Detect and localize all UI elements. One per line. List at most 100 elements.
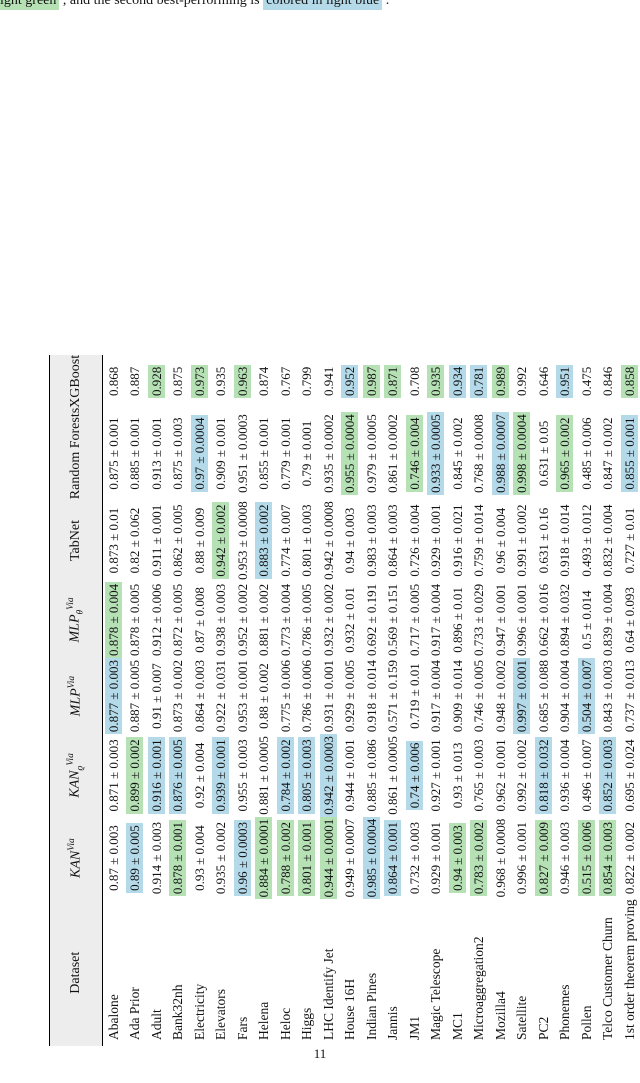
result-value: 0.719 ± 0.01 bbox=[406, 663, 422, 729]
best-result-highlight: 0.899 ± 0.002 bbox=[126, 737, 144, 814]
result-value: 0.571 ± 0.159 bbox=[385, 659, 401, 733]
result-value: 0.941 bbox=[320, 366, 336, 396]
dataset-name: Bank32nh bbox=[170, 984, 186, 1041]
result-cell-random-forests: 0.79 ± 0.001 bbox=[297, 408, 319, 499]
caption-second-highlight: colored in light blue bbox=[263, 0, 383, 10]
result-cell-mlp: 0.737 ± 0.013 bbox=[619, 657, 640, 735]
result-cell-tabnet: 0.918 ± 0.014 bbox=[555, 499, 577, 582]
best-result-highlight: 0.878 ± 0.004 bbox=[104, 581, 122, 658]
result-cell-random-forests: 0.768 ± 0.0008 bbox=[469, 408, 491, 499]
table-row: Heloc 0.788 ± 0.002 0.784 ± 0.002 0.775 ± 0… bbox=[275, 355, 297, 1046]
result-cell-random-forests: 0.861 ± 0.0002 bbox=[383, 408, 405, 499]
result-value: 0.909 ± 0.001 bbox=[213, 417, 229, 490]
result-value: 0.938 ± 0.003 bbox=[213, 583, 229, 656]
result-cell-mlp: 0.918 ± 0.014 bbox=[361, 658, 383, 734]
dataset-name: Abalone bbox=[105, 994, 121, 1040]
result-value: 0.873 ± 0.002 bbox=[170, 659, 186, 733]
result-value: 0.983 ± 0.003 bbox=[363, 504, 379, 577]
result-value: 0.87 ± 0.008 bbox=[191, 587, 207, 653]
result-value: 0.737 ± 0.013 bbox=[621, 659, 637, 733]
result-value: 0.911 ± 0.001 bbox=[148, 504, 164, 577]
result-cell-mlp: 0.948 ± 0.002 bbox=[490, 658, 512, 734]
result-cell-mlp-theta: 0.64 ± 0.093 bbox=[619, 581, 640, 658]
result-value: 0.947 ± 0.001 bbox=[492, 583, 508, 656]
dataset-name: Satellite bbox=[514, 995, 530, 1040]
result-cell-kan-rho: 0.818 ± 0.032 bbox=[533, 734, 555, 817]
result-cell-xgboost: 0.992 bbox=[512, 355, 534, 408]
result-value: 0.948 ± 0.002 bbox=[492, 659, 508, 733]
table-row: PC2 0.827 ± 0.009 0.818 ± 0.032 0.685 ± 0.0… bbox=[533, 355, 555, 1046]
result-value: 0.767 bbox=[277, 366, 293, 396]
result-value: 0.91 ± 0.007 bbox=[148, 663, 164, 729]
result-value: 0.874 bbox=[256, 366, 272, 396]
second-best-highlight: 0.876 ± 0.005 bbox=[169, 737, 187, 814]
result-value: 0.887 ± 0.005 bbox=[127, 659, 143, 733]
second-best-highlight: 0.852 ± 0.003 bbox=[599, 737, 617, 814]
column-header-kan-rho: KANϱVia bbox=[49, 734, 103, 817]
result-cell-kan: 0.822 ± 0.002 bbox=[619, 816, 640, 900]
result-cell-kan-rho: 0.74 ± 0.006 bbox=[404, 734, 426, 817]
second-best-highlight: 0.916 ± 0.001 bbox=[147, 737, 165, 814]
result-cell-kan: 0.946 ± 0.003 bbox=[555, 817, 577, 900]
dataset-name: LHC Identify Jet bbox=[320, 948, 336, 1040]
best-result-highlight: 0.515 ± 0.006 bbox=[577, 820, 595, 897]
result-cell-tabnet: 0.94 ± 0.003 bbox=[340, 499, 362, 582]
result-cell-kan-rho: 0.885 ± 0.086 bbox=[361, 734, 383, 817]
dataset-name: Microaggregation2 bbox=[471, 936, 487, 1040]
result-cell-kan-rho: 0.936 ± 0.004 bbox=[555, 734, 577, 817]
result-value: 0.765 ± 0.003 bbox=[471, 739, 487, 812]
result-cell-mlp-theta: 0.894 ± 0.032 bbox=[555, 582, 577, 658]
result-cell-mlp-theta: 0.896 ± 0.01 bbox=[447, 582, 469, 658]
result-cell-mlp-theta: 0.87 ± 0.008 bbox=[189, 582, 211, 658]
result-cell-xgboost: 0.928 bbox=[146, 355, 168, 408]
result-value: 0.991 ± 0.002 bbox=[514, 504, 530, 577]
result-value: 0.935 ± 0.0002 bbox=[320, 414, 336, 493]
result-cell-mlp: 0.887 ± 0.005 bbox=[125, 658, 147, 734]
result-value: 0.746 ± 0.005 bbox=[471, 659, 487, 733]
result-value: 0.875 ± 0.003 bbox=[170, 417, 186, 490]
result-value: 0.5 ± 0.014 bbox=[578, 590, 594, 650]
second-best-highlight: 0.951 bbox=[556, 364, 574, 398]
result-cell-tabnet: 0.916 ± 0.021 bbox=[447, 499, 469, 582]
result-value: 0.733 ± 0.029 bbox=[471, 583, 487, 656]
result-value: 0.875 ± 0.001 bbox=[105, 417, 121, 490]
best-result-highlight: 0.783 ± 0.002 bbox=[470, 820, 488, 897]
second-best-highlight: 0.997 ± 0.001 bbox=[513, 657, 531, 735]
table-row: Bank32nh 0.878 ± 0.001 0.876 ± 0.005 0.873 … bbox=[168, 355, 190, 1046]
result-value: 0.929 ± 0.001 bbox=[428, 822, 444, 895]
result-cell-random-forests: 0.855 ± 0.001 bbox=[254, 408, 276, 499]
second-best-highlight: 0.985 ± 0.0004 bbox=[362, 816, 380, 900]
result-value: 0.864 ± 0.003 bbox=[191, 659, 207, 733]
result-cell-kan: 0.827 ± 0.009 bbox=[533, 817, 555, 900]
table-row: Telco Customer Churn 0.854 ± 0.003 0.852 ±… bbox=[598, 355, 620, 1046]
table-row: Helena 0.884 ± 0.0001 0.881 ± 0.0005 0.88 ±… bbox=[254, 355, 276, 1046]
result-cell-mlp: 0.997 ± 0.001 bbox=[512, 657, 534, 735]
table-row: 1st order theorem proving 0.822 ± 0.002 0.… bbox=[619, 354, 640, 1046]
result-value: 0.631 ± 0.16 bbox=[535, 507, 551, 574]
result-value: 0.922 ± 0.031 bbox=[213, 659, 229, 733]
result-value: 0.569 ± 0.151 bbox=[385, 583, 401, 656]
result-cell-xgboost: 0.973 bbox=[189, 355, 211, 408]
result-value: 0.708 bbox=[406, 366, 422, 396]
result-cell-mlp: 0.909 ± 0.014 bbox=[447, 658, 469, 734]
best-result-highlight: 0.94 ± 0.003 bbox=[448, 823, 466, 893]
result-cell-mlp: 0.571 ± 0.159 bbox=[383, 658, 405, 734]
result-cell-tabnet: 0.727 ± 0.01 bbox=[619, 499, 640, 582]
result-value: 0.955 ± 0.003 bbox=[234, 739, 250, 812]
result-cell-kan-rho: 0.881 ± 0.0005 bbox=[254, 734, 276, 817]
result-cell-random-forests: 0.631 ± 0.05 bbox=[533, 408, 555, 499]
dataset-name: Heloc bbox=[277, 1007, 293, 1040]
result-cell-mlp-theta: 0.839 ± 0.004 bbox=[598, 582, 620, 658]
result-value: 0.695 ± 0.024 bbox=[621, 739, 637, 812]
second-best-highlight: 0.855 ± 0.001 bbox=[620, 415, 638, 492]
result-cell-kan-rho: 0.992 ± 0.002 bbox=[512, 734, 534, 817]
result-value: 0.979 ± 0.0005 bbox=[363, 414, 379, 493]
dataset-name: JM1 bbox=[406, 1015, 422, 1040]
result-cell-random-forests: 0.951 ± 0.0003 bbox=[232, 408, 254, 499]
result-value: 0.929 ± 0.005 bbox=[342, 659, 358, 733]
result-value: 0.93 ± 0.013 bbox=[449, 742, 465, 809]
result-value: 0.914 ± 0.003 bbox=[148, 822, 164, 895]
result-cell-kan-rho: 0.876 ± 0.005 bbox=[168, 734, 190, 817]
result-cell-xgboost: 0.781 bbox=[469, 355, 491, 408]
result-cell-xgboost: 0.987 bbox=[361, 355, 383, 408]
